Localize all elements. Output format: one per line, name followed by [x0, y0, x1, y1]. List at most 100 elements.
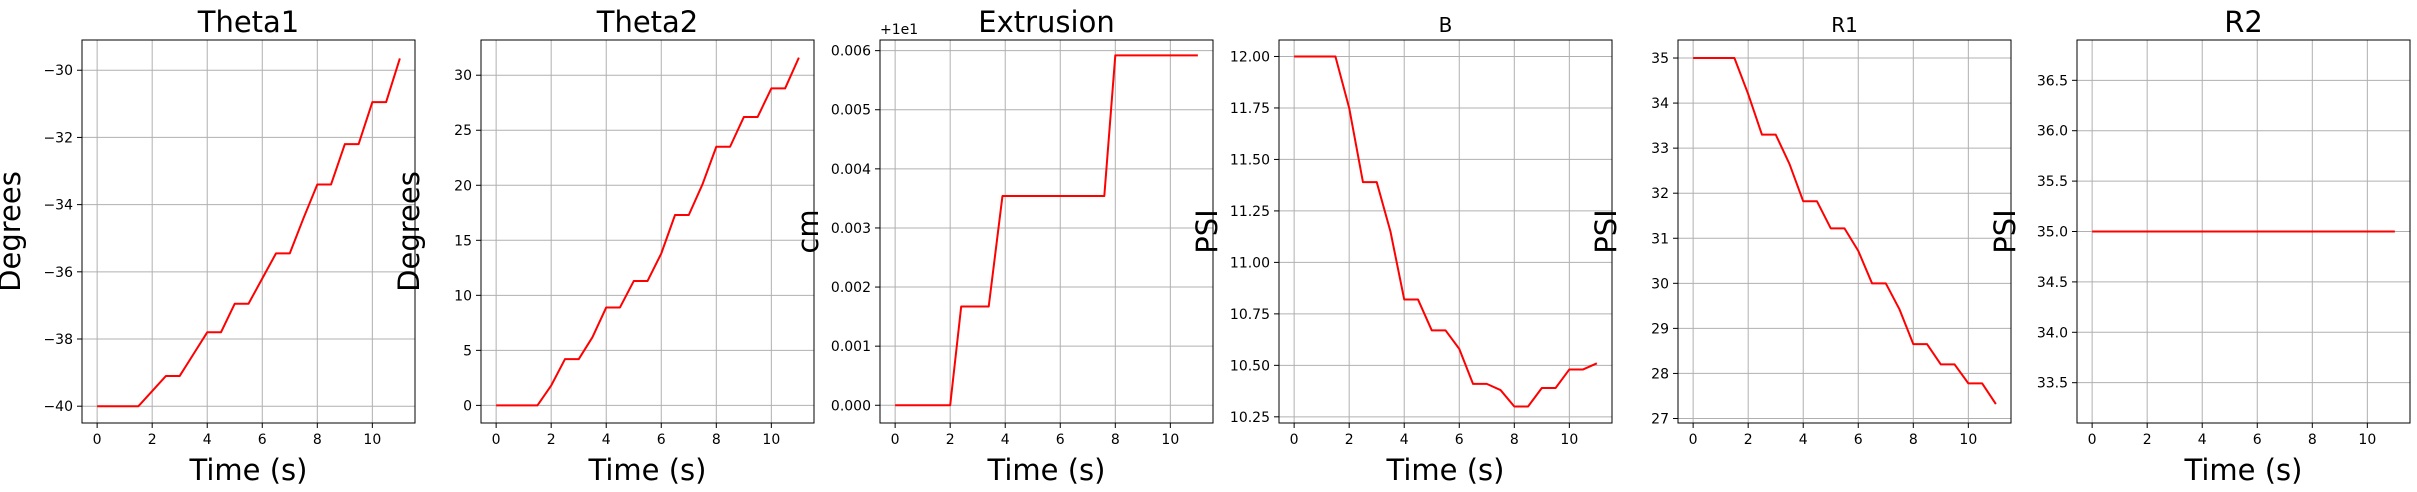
plot-frame: [81, 39, 416, 424]
y-tick-label: 28: [1651, 366, 1669, 382]
y-tick-label: 15: [454, 233, 472, 249]
x-tick-label: 8: [2308, 432, 2317, 448]
y-tick-label: 30: [1651, 276, 1669, 292]
subplot-2: 0 2 4 6 8 10 0 5 10 15 20 25 30 Theta2 Time (s) Degrees: [392, 5, 815, 487]
y-tick-label: −40: [43, 399, 73, 415]
x-tick-label: 4: [1001, 432, 1010, 448]
x-tick-label: 8: [712, 432, 721, 448]
x-tick-label: 2: [1744, 432, 1753, 448]
y-tick-label: −34: [43, 198, 73, 214]
subplot-4: 0 2 4 6 8 10 10.25 10.50 10.75 11.00 11.25 11.50 11.…: [1190, 13, 1613, 487]
series-line: [895, 54, 1198, 407]
x-axis-label: Time (s): [1386, 453, 1505, 487]
y-tick-label: 12.00: [1230, 49, 1270, 65]
x-tick-label: 0: [492, 432, 501, 448]
y-tick-label: 0.001: [831, 339, 871, 355]
plot-frame: [1278, 39, 1613, 424]
series-line: [97, 58, 401, 408]
x-tick-label: 4: [602, 432, 611, 448]
y-tick-label: 25: [454, 123, 472, 139]
x-axis-label: Time (s): [588, 453, 707, 487]
x-tick-label: 2: [2143, 432, 2152, 448]
subplot-title: Theta1: [197, 5, 300, 39]
y-tick-label: 33.5: [2037, 376, 2068, 392]
y-tick-label: 10.75: [1230, 307, 1270, 323]
y-tick-label: 30: [454, 68, 472, 84]
y-tick-label: 0.006: [831, 44, 871, 60]
plot-frame: [1677, 39, 2012, 424]
x-tick-label: 10: [1161, 432, 1179, 448]
y-tick-label: 0.005: [831, 103, 871, 119]
x-tick-label: 4: [2198, 432, 2207, 448]
y-tick-label: 5: [463, 343, 472, 359]
y-tick-label: −38: [43, 332, 73, 348]
subplot-3: 0 2 4 6 8 10 0.000 0.001 0.002 0.003 0.004 0.005 0.0…: [791, 5, 1214, 487]
y-tick-label: 31: [1651, 231, 1669, 247]
y-tick-label: 11.00: [1230, 255, 1270, 271]
x-tick-label: 2: [946, 432, 955, 448]
y-tick-label: −32: [43, 130, 73, 146]
y-tick-label: 0: [463, 398, 472, 414]
x-tick-label: 10: [363, 432, 381, 448]
y-tick-label: 0.000: [831, 398, 871, 414]
subplot-1: 0 2 4 6 8 10 −40 −38 −36 −34 −32 −30 Theta1 Time (s) D…: [0, 5, 416, 487]
subplot-5: 0 2 4 6 8 10 27 28 29 30 31 32 33 34 35 R1 PSI: [1589, 13, 2012, 448]
x-tick-label: 8: [313, 432, 322, 448]
y-tick-label: 0.002: [831, 280, 871, 296]
y-tick-label: 11.25: [1230, 204, 1270, 220]
subplot-title: R2: [2224, 5, 2263, 39]
x-tick-label: 4: [1799, 432, 1808, 448]
x-tick-label: 4: [1400, 432, 1409, 448]
y-axis-label: PSI: [1589, 209, 1623, 253]
series-line: [1294, 55, 1598, 408]
x-tick-label: 0: [1689, 432, 1698, 448]
subplot-title: Theta2: [596, 5, 699, 39]
x-tick-label: 6: [1854, 432, 1863, 448]
x-tick-label: 6: [258, 432, 267, 448]
y-tick-label: 0.004: [831, 162, 871, 178]
x-tick-label: 2: [1345, 432, 1354, 448]
series-line: [496, 57, 800, 407]
y-tick-label: 35.5: [2037, 174, 2068, 190]
y-tick-label: 0.003: [831, 221, 871, 237]
x-tick-label: 0: [891, 432, 900, 448]
y-tick-label: −36: [43, 265, 73, 281]
y-tick-label: 36.0: [2037, 124, 2068, 140]
y-tick-label: 34.5: [2037, 275, 2068, 291]
y-tick-label: 20: [454, 178, 472, 194]
x-tick-label: 10: [762, 432, 780, 448]
y-tick-label: 10.25: [1230, 410, 1270, 426]
subplot-6: 0 2 4 6 8 10 33.5 34.0 34.5 35.0 35.5 36.0 36.5 R2 Tim…: [1988, 5, 2411, 487]
y-tick-label: 11.50: [1230, 152, 1270, 168]
y-axis-label: PSI: [1988, 209, 2022, 253]
axis-offset-text: +1e1: [880, 22, 918, 38]
y-tick-label: 34: [1651, 96, 1669, 112]
y-tick-label: 34.0: [2037, 325, 2068, 341]
y-tick-label: 33: [1651, 141, 1669, 157]
y-tick-label: 35.0: [2037, 225, 2068, 241]
y-tick-label: 11.75: [1230, 101, 1270, 117]
x-tick-label: 10: [2358, 432, 2376, 448]
plot-frame: [879, 39, 1214, 424]
subplot-title: B: [1439, 13, 1453, 37]
y-tick-label: 27: [1651, 411, 1669, 427]
y-tick-label: 32: [1651, 186, 1669, 202]
subplot-title: Extrusion: [978, 5, 1114, 39]
y-axis-label: PSI: [1190, 209, 1224, 253]
x-axis-label: Time (s): [189, 453, 308, 487]
x-tick-label: 6: [2253, 432, 2262, 448]
x-tick-label: 6: [1056, 432, 1065, 448]
subplot-title: R1: [1831, 13, 1858, 37]
y-axis-label: Degrees: [392, 171, 426, 292]
y-tick-label: 35: [1651, 51, 1669, 67]
y-tick-label: 10.50: [1230, 358, 1270, 374]
x-tick-label: 8: [1111, 432, 1120, 448]
y-tick-label: −30: [43, 63, 73, 79]
x-tick-label: 2: [547, 432, 556, 448]
series-line: [1693, 57, 1997, 405]
y-axis-label: Degrees: [0, 171, 27, 292]
plot-frame: [480, 39, 815, 424]
x-tick-label: 8: [1909, 432, 1918, 448]
x-tick-label: 10: [1959, 432, 1977, 448]
